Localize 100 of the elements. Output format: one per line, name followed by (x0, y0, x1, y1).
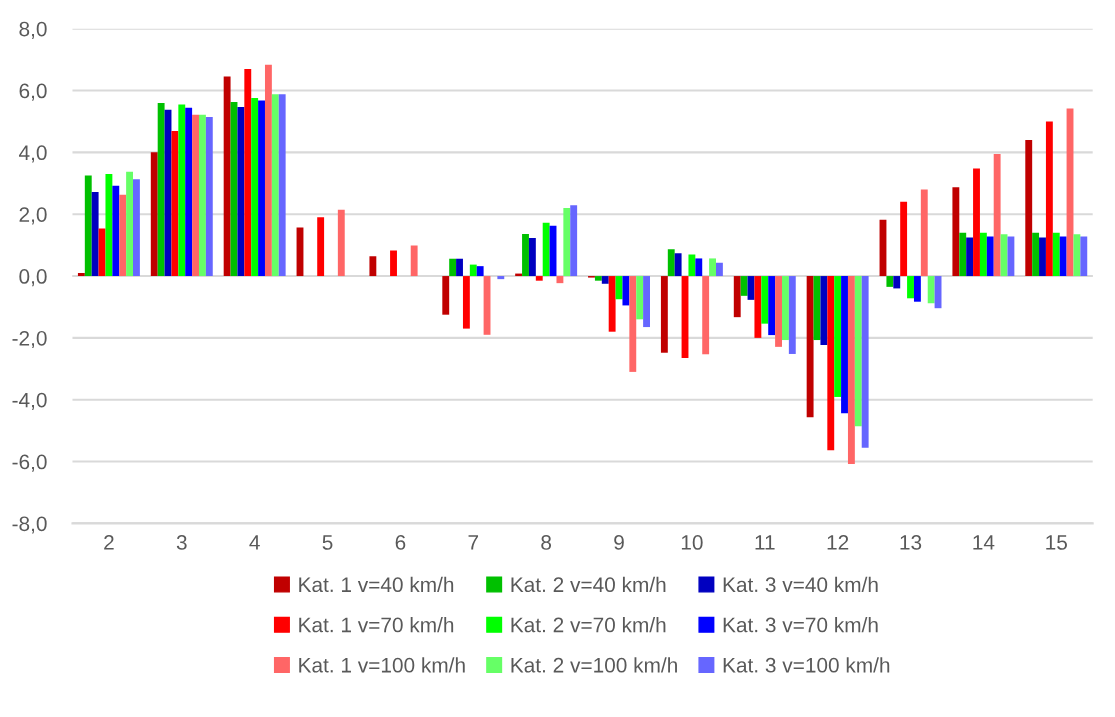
bar (244, 68, 252, 277)
x-tick-label: 15 (1046, 535, 1067, 550)
bar (442, 276, 450, 315)
x-tick-label: 9 (614, 535, 624, 550)
bar (660, 276, 668, 353)
bar (761, 276, 769, 324)
bar (979, 232, 987, 277)
bar (556, 276, 564, 284)
bar (570, 205, 578, 277)
bar (788, 276, 796, 354)
x-tick-label: 10 (681, 535, 703, 550)
legend-label: Kat. 1 v=100 km/h (299, 657, 465, 673)
bar (192, 114, 199, 277)
bar (927, 276, 935, 304)
x-tick-label: 6 (395, 535, 406, 550)
bar (601, 276, 609, 284)
bar (827, 276, 835, 451)
bar (205, 117, 213, 277)
bar (390, 250, 397, 277)
bar (528, 238, 536, 277)
x-tick-label: 13 (900, 535, 922, 550)
x-tick-label: 14 (973, 535, 995, 550)
bar (449, 258, 457, 277)
bar (456, 258, 463, 277)
bar (893, 276, 901, 289)
bar (410, 245, 418, 277)
legend-label: Kat. 3 v=40 km/h (723, 576, 878, 593)
bar (847, 276, 855, 465)
bar (781, 276, 789, 341)
bar (702, 276, 710, 355)
y-tick-label: 6,0 (19, 83, 47, 101)
bar (278, 94, 286, 277)
bar (542, 222, 550, 277)
y-tick-label: -2,0 (12, 330, 47, 349)
bar (185, 107, 193, 277)
bar (157, 102, 165, 277)
bar (629, 276, 637, 372)
bar (920, 189, 928, 277)
bar (126, 171, 133, 277)
x-tick-label: 4 (249, 535, 260, 550)
bar (198, 114, 206, 277)
bar (369, 256, 377, 277)
bar (754, 276, 762, 338)
bar (237, 106, 245, 277)
legend-label: Kat. 1 v=40 km/h (299, 576, 454, 593)
y-tick-label: -8,0 (12, 516, 47, 534)
bar (643, 276, 650, 328)
bar (251, 97, 259, 277)
legend-label: Kat. 2 v=40 km/h (511, 576, 666, 593)
bar (119, 194, 127, 277)
bar (84, 175, 92, 277)
y-tick-label: 0,0 (19, 269, 47, 287)
y-tick-label: -4,0 (12, 392, 47, 410)
bar (264, 64, 272, 277)
legend-label: Kat. 2 v=70 km/h (511, 617, 666, 633)
x-tick-label: 2 (104, 535, 114, 550)
bar (133, 179, 140, 277)
bar (594, 276, 602, 281)
x-tick-label: 7 (468, 535, 479, 550)
bar (688, 254, 696, 277)
y-tick-label: 2,0 (19, 207, 47, 225)
bar (674, 253, 682, 277)
bar (497, 276, 505, 280)
bar (171, 131, 179, 277)
bar (966, 237, 974, 277)
bar (1045, 121, 1053, 277)
bar (178, 104, 186, 277)
bar (1080, 236, 1088, 277)
x-tick-label: 8 (541, 535, 552, 550)
bar (973, 168, 980, 277)
bar (715, 262, 723, 277)
bar (959, 232, 967, 277)
bar (105, 174, 113, 277)
bar (952, 187, 960, 277)
bar (77, 272, 85, 277)
bar (907, 276, 914, 299)
bar (986, 236, 994, 277)
bar (258, 100, 265, 277)
bar (223, 76, 231, 277)
bar (1032, 232, 1040, 277)
bar (636, 276, 644, 320)
bar (563, 208, 571, 277)
bar (841, 276, 848, 414)
bar (768, 276, 776, 336)
x-tick-label: 3 (176, 535, 187, 550)
y-tick-label: 4,0 (19, 145, 47, 163)
bar (91, 191, 99, 277)
legend-label: Kat. 2 v=100 km/h (511, 657, 677, 673)
bar (112, 185, 120, 277)
legend-label: Kat. 3 v=100 km/h (723, 657, 890, 673)
bar (993, 153, 1001, 277)
bar (900, 201, 908, 277)
bar (462, 276, 470, 329)
bar (667, 249, 675, 277)
x-tick-label: 5 (322, 535, 333, 550)
bar (622, 276, 630, 306)
bar (834, 276, 842, 397)
y-tick-label: -6,0 (12, 454, 47, 472)
bar (709, 258, 716, 277)
legend-label: Kat. 3 v=70 km/h (723, 617, 878, 633)
